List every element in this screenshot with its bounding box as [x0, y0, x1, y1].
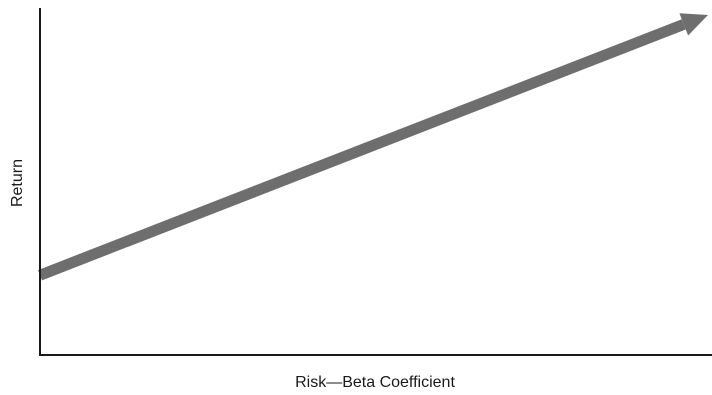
plot-area [38, 13, 708, 281]
y-axis-label: Return [9, 159, 26, 207]
arrowhead-icon [679, 13, 708, 36]
x-axis-label: Risk—Beta Coefficient [295, 374, 455, 391]
series-line [38, 19, 686, 281]
